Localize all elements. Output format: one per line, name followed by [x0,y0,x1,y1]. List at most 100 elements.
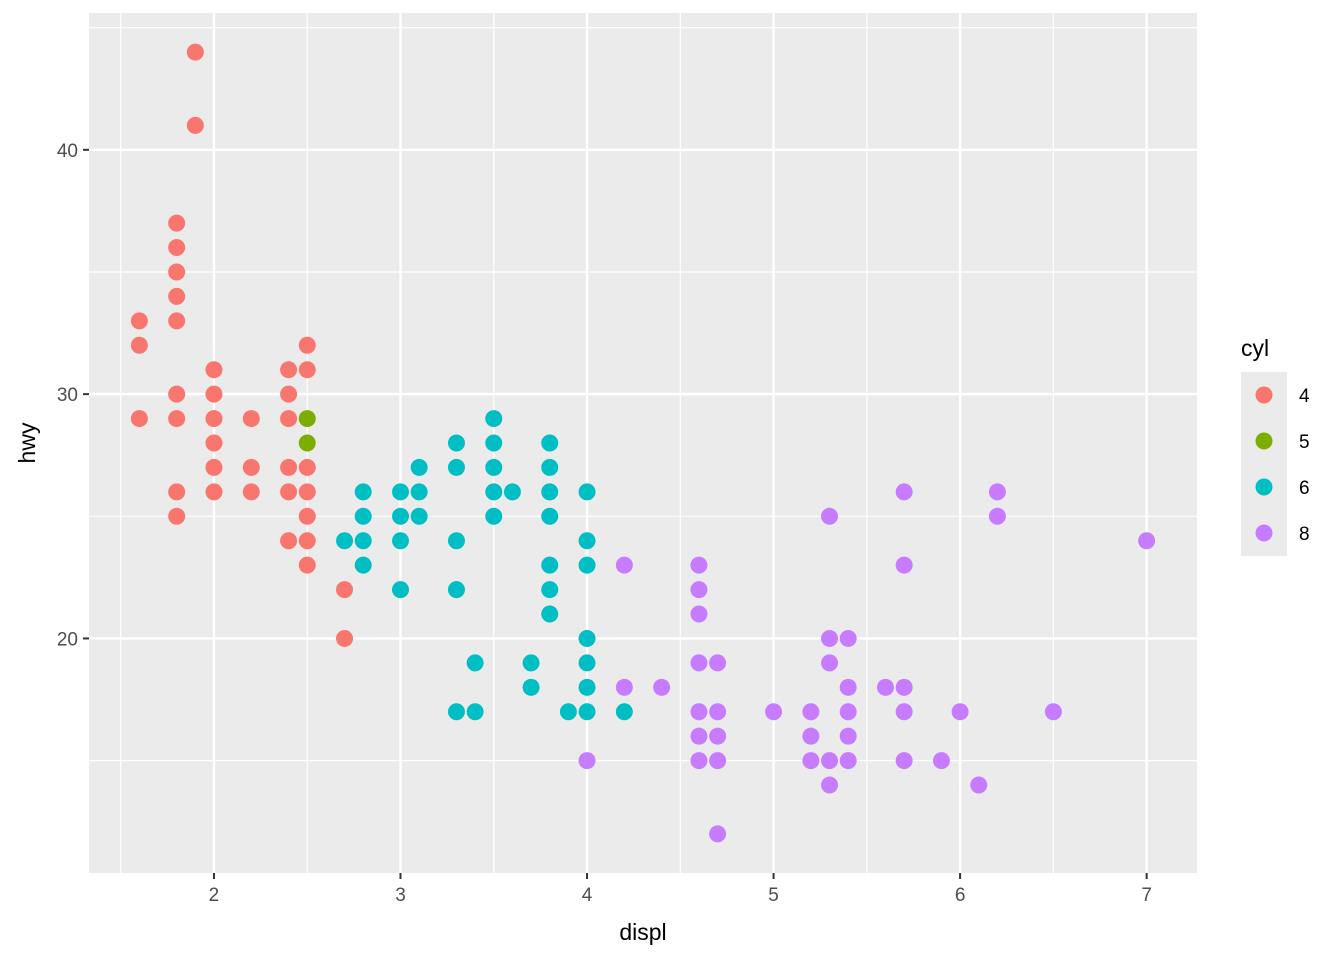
data-point-cyl-6 [354,556,372,574]
data-point-cyl-6 [336,532,354,550]
data-point-cyl-6 [447,458,465,476]
data-point-cyl-4 [298,458,316,476]
x-tick-label: 7 [1141,885,1152,906]
data-point-cyl-8 [821,776,839,794]
data-point-cyl-8 [932,752,950,770]
data-point-cyl-6 [541,605,559,623]
x-tick-label: 3 [395,885,406,906]
data-point-cyl-8 [821,752,839,770]
data-point-cyl-8 [690,752,708,770]
data-point-cyl-4 [205,385,223,403]
y-tick-label: 30 [57,385,78,406]
data-point-cyl-6 [392,581,410,599]
x-axis-title: displ [619,919,666,945]
data-point-cyl-8 [690,605,708,623]
x-tick-label: 4 [582,885,593,906]
data-point-cyl-8 [709,654,727,672]
data-point-cyl-6 [578,483,596,501]
data-point-cyl-4 [168,214,186,232]
data-point-cyl-8 [709,703,727,721]
data-point-cyl-8 [895,752,913,770]
data-point-cyl-8 [839,629,857,647]
x-tick-label: 2 [209,885,220,906]
data-point-cyl-4 [168,385,186,403]
data-point-cyl-6 [466,654,484,672]
data-point-cyl-6 [541,507,559,525]
data-point-cyl-4 [280,532,298,550]
data-point-cyl-8 [988,507,1006,525]
data-point-cyl-8 [839,752,857,770]
data-point-cyl-4 [130,336,148,354]
data-point-cyl-8 [709,727,727,745]
x-axis: 2 3 4 5 6 7 [209,873,1152,906]
data-point-cyl-6 [578,678,596,696]
legend-label-cyl-4: 4 [1299,386,1310,407]
data-point-cyl-6 [354,483,372,501]
data-point-cyl-4 [205,458,223,476]
data-point-cyl-4 [130,312,148,330]
data-point-cyl-6 [578,629,596,647]
data-point-cyl-8 [690,556,708,574]
panel-background [89,13,1197,873]
data-point-cyl-4 [242,410,260,428]
data-point-cyl-4 [186,116,204,134]
data-point-cyl-6 [541,483,559,501]
data-point-cyl-6 [522,678,540,696]
data-point-cyl-8 [1044,703,1062,721]
legend-key-cyl-5 [1255,432,1273,450]
data-point-cyl-8 [821,507,839,525]
legend-title: cyl [1241,335,1269,361]
data-point-cyl-6 [410,483,428,501]
data-point-cyl-8 [988,483,1006,501]
legend-label-cyl-6: 6 [1299,478,1310,499]
data-point-cyl-8 [709,825,727,843]
data-point-cyl-6 [522,654,540,672]
data-point-cyl-6 [447,434,465,452]
data-point-cyl-4 [280,361,298,379]
data-point-cyl-6 [578,654,596,672]
data-point-cyl-4 [242,458,260,476]
data-point-cyl-4 [130,410,148,428]
data-point-cyl-8 [690,703,708,721]
major-gridlines [89,13,1197,873]
data-point-cyl-6 [503,483,521,501]
y-axis: 20 30 40 [57,141,89,650]
data-point-cyl-4 [298,361,316,379]
y-tick-label: 40 [57,141,78,162]
data-point-cyl-6 [410,458,428,476]
data-point-cyl-5 [298,434,316,452]
data-point-cyl-8 [578,752,596,770]
data-point-cyl-5 [298,410,316,428]
data-point-cyl-6 [447,581,465,599]
data-point-cyl-8 [690,727,708,745]
data-point-cyl-4 [168,287,186,305]
x-tick-label: 5 [768,885,779,906]
data-point-cyl-8 [765,703,783,721]
data-point-cyl-8 [895,678,913,696]
data-point-cyl-4 [168,263,186,281]
data-point-cyl-6 [485,410,503,428]
data-point-cyl-8 [709,752,727,770]
data-point-cyl-8 [615,556,633,574]
data-point-cyl-8 [839,727,857,745]
data-point-cyl-4 [205,483,223,501]
data-point-cyl-8 [1138,532,1156,550]
data-points [130,43,1156,843]
data-point-cyl-6 [615,703,633,721]
data-point-cyl-4 [186,43,204,61]
data-point-cyl-8 [802,703,820,721]
data-point-cyl-8 [970,776,988,794]
data-point-cyl-4 [336,581,354,599]
data-point-cyl-6 [354,507,372,525]
data-point-cyl-6 [578,556,596,574]
data-point-cyl-6 [485,483,503,501]
legend: cyl 4 5 6 8 [1241,335,1310,556]
data-point-cyl-4 [298,336,316,354]
data-point-cyl-4 [205,434,223,452]
data-point-cyl-8 [653,678,671,696]
data-point-cyl-4 [336,629,354,647]
data-point-cyl-4 [298,532,316,550]
legend-key-cyl-4 [1255,386,1273,404]
legend-key-cyl-6 [1255,478,1273,496]
